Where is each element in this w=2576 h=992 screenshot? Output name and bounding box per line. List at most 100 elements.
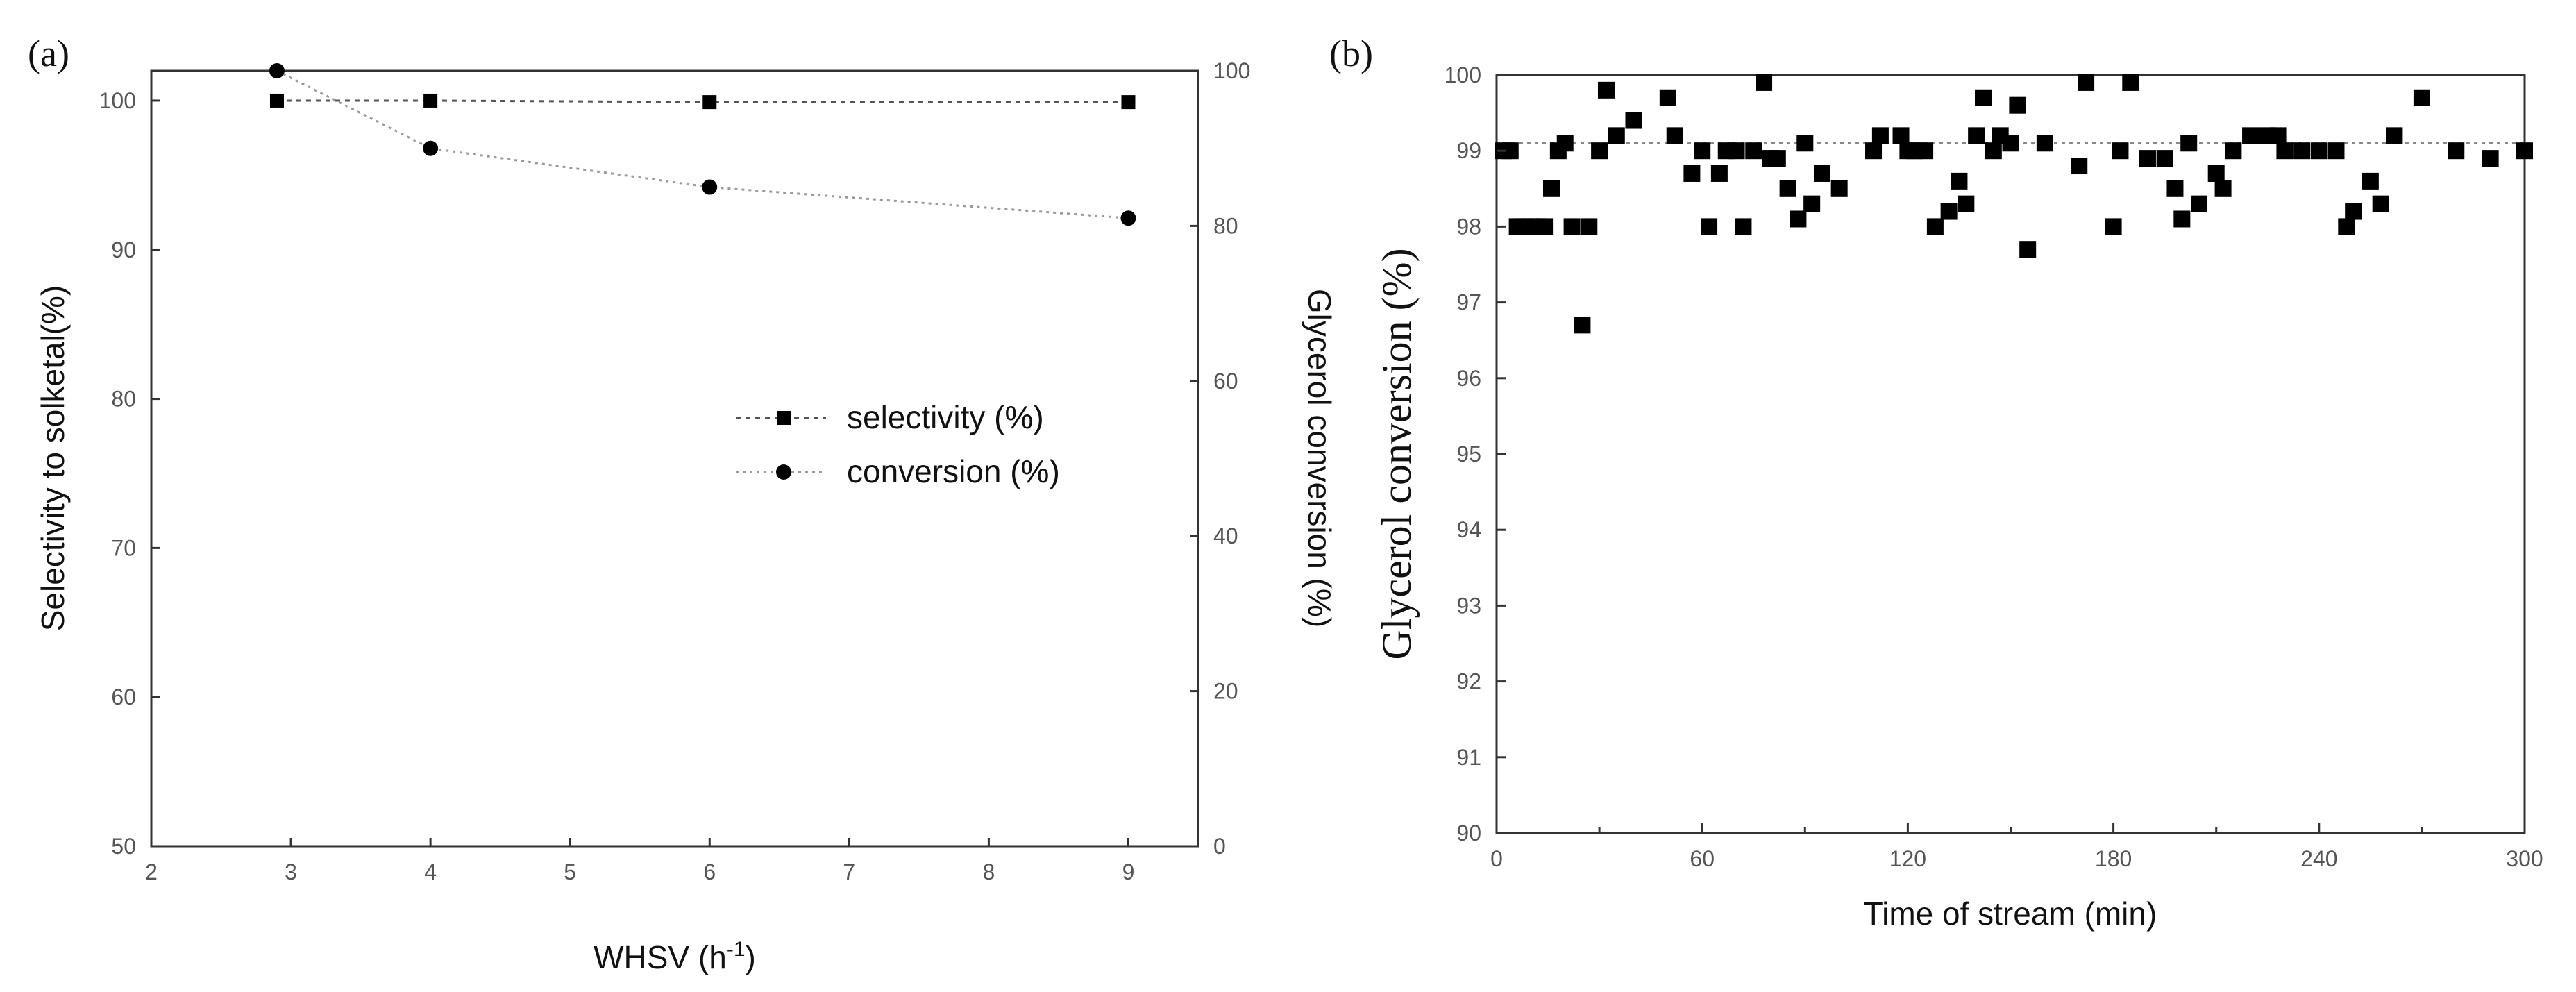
panel-b-y-tick-label: 95 <box>1456 442 1481 466</box>
panel-b-data-point <box>1625 112 1642 129</box>
panel-b-data-point <box>1608 127 1625 144</box>
panel-b-data-point <box>2386 127 2403 144</box>
panel-b-data-point <box>2310 142 2327 160</box>
panel-b-data-point <box>1563 218 1581 235</box>
panel-b-y-tick-label: 96 <box>1456 366 1481 391</box>
panel-b-x-axis-title: Time of stream (min) <box>1864 896 2157 932</box>
panel-b-data-point <box>1683 165 1701 182</box>
panel-a-selectivity-point <box>423 93 438 108</box>
panel-b-y-tick-label: 90 <box>1456 821 1481 846</box>
panel-a-x-tick-label: 8 <box>983 859 995 884</box>
panel-b-data-point <box>1728 142 1745 160</box>
panel-b-data-point <box>2207 165 2225 182</box>
panel-a-y-tick-label: 100 <box>99 88 136 113</box>
panel-a-y2-tick-label: 60 <box>1213 369 1238 394</box>
panel-a-label: (a) <box>28 33 69 74</box>
panel-b-data-point <box>2448 142 2465 160</box>
panel-a-y2-axis-title: Glycerol conversion (%) <box>1302 289 1338 628</box>
panel-b-data-point <box>2156 150 2173 167</box>
panel-a-y-tick-label: 90 <box>111 237 136 262</box>
panel-a-conversion-point <box>269 63 285 78</box>
panel-b-y-tick-label: 98 <box>1456 214 1481 239</box>
panel-b-x-tick-label: 60 <box>1690 846 1715 871</box>
panel-b-data-point <box>2002 135 2019 152</box>
panel-b-data-point <box>1926 218 1944 235</box>
panel-b-data-point <box>1985 142 2002 160</box>
panel-a-selectivity-point <box>702 95 717 110</box>
panel-a-x-axis-title: WHSV (h-1) <box>594 938 756 975</box>
panel-b-data-point <box>2173 210 2191 228</box>
panel-b-data-point <box>1958 195 1975 212</box>
panel-b-data-point <box>1701 218 1718 235</box>
panel-b-data-point <box>2036 135 2053 152</box>
panel-b-data-point <box>1574 317 1591 334</box>
panel-b-data-point <box>2372 195 2389 212</box>
panel-b-data-point <box>1745 142 1762 160</box>
panel-b-data-point <box>1735 218 1752 235</box>
panel-b-data-point <box>1940 203 1958 220</box>
legend-selectivity-label: selectivity (%) <box>847 399 1044 435</box>
panel-b-data-point <box>1830 180 1848 197</box>
panel-a-x-tick-label: 9 <box>1122 859 1135 884</box>
panel-b-data-point <box>2345 203 2362 220</box>
panel-b-data-point <box>1542 180 1560 197</box>
panel-a-y2-tick-label: 0 <box>1213 834 1226 859</box>
panel-b-data-point <box>2516 142 2533 160</box>
panel-b-data-point <box>2078 74 2095 91</box>
panel-b-data-point <box>1951 172 1968 190</box>
panel-a-plot-frame <box>150 69 1199 848</box>
panel-b-y-tick-label: 97 <box>1456 290 1481 315</box>
panel-b-data-point <box>1892 127 1910 144</box>
panel-b-data-point <box>2327 142 2345 160</box>
panel-a-conversion-point <box>1120 210 1136 226</box>
panel-b-y-tick-label: 94 <box>1456 517 1481 542</box>
panel-a-conversion-point <box>423 140 439 156</box>
panel-b-y-tick-label: 91 <box>1456 745 1481 770</box>
panel-b-data-point <box>1796 135 1814 152</box>
panel-a-x-tick-label: 2 <box>145 859 158 884</box>
panel-a-y-axis-title: Selectivity to solketal(%) <box>35 285 71 632</box>
panel-a-x-tick-label: 6 <box>703 859 716 884</box>
panel-a-legend: selectivity (%) conversion (%) <box>736 399 1060 489</box>
panel-b-data-point <box>1865 142 1883 160</box>
panel-b-y-tick-label: 100 <box>1445 62 1481 87</box>
panel-b-x-tick-label: 0 <box>1490 846 1503 871</box>
panel-b-data-point <box>1813 165 1830 182</box>
panel-b-data-point <box>1769 150 1786 167</box>
panel-b-x-tick-label: 180 <box>2095 846 2132 871</box>
panel-b-data-point <box>1917 142 1934 160</box>
panel-a-y-tick-label: 80 <box>111 387 136 412</box>
panel-b-data-point <box>2191 195 2208 212</box>
panel-b-data-point <box>1790 210 1807 228</box>
panel-b-data-point <box>2019 241 2037 258</box>
panel-b-data-point <box>2009 96 2026 114</box>
panel-b-data-point <box>1968 127 1985 144</box>
panel-b-data-point <box>1803 195 1821 212</box>
panel-b-data-point <box>2276 142 2293 160</box>
panel-a-y2-tick-label: 100 <box>1213 58 1250 83</box>
panel-a-x-tick-label: 3 <box>285 859 297 884</box>
panel-b-data-point <box>1975 89 1992 106</box>
panel-b-data-point <box>1581 218 1598 235</box>
panel-b-data-point <box>1694 142 1711 160</box>
panel-b-data-point <box>2071 158 2088 175</box>
panel-b-data-point <box>1659 89 1676 106</box>
panel-a-selectivity-point <box>1121 95 1136 110</box>
panel-b-data-point <box>2293 142 2311 160</box>
panel-a-y2-tick-label: 80 <box>1213 213 1238 238</box>
panel-b-data-point <box>1756 74 1773 91</box>
panel-b-data-point <box>2139 150 2156 167</box>
legend-conversion-marker <box>776 464 791 480</box>
panel-b-data-point <box>2413 89 2430 106</box>
panel-b-data-point <box>1597 81 1615 99</box>
panel-b-data-point <box>1779 180 1796 197</box>
legend-conversion-label: conversion (%) <box>847 453 1060 489</box>
panel-b-data-point <box>1591 142 1608 160</box>
panel-a-series-line-selectivity <box>276 99 1129 103</box>
panel-b-data-point <box>2338 218 2355 235</box>
legend-selectivity-marker <box>777 411 791 425</box>
panel-b-data-point <box>2112 142 2129 160</box>
panel-b-data-point <box>2105 218 2122 235</box>
panel-a-y2-tick-label: 40 <box>1213 523 1238 548</box>
